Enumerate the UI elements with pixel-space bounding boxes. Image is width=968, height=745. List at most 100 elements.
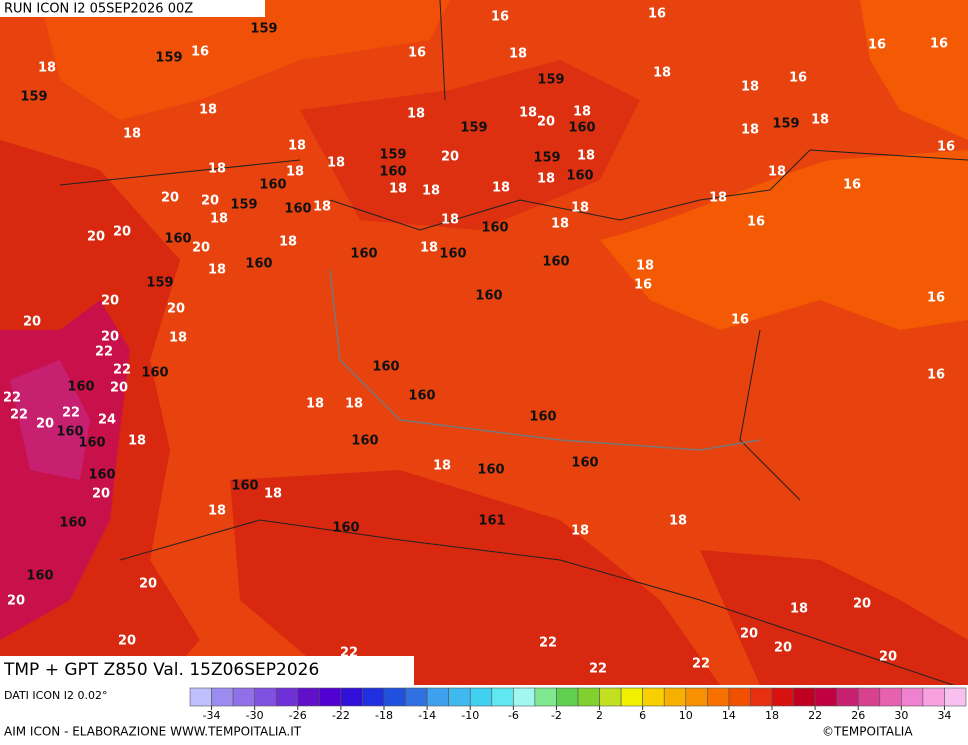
map-label: 160 [26,569,53,584]
map-label: 159 [155,51,182,66]
colorbar-tick-label: 10 [679,709,693,722]
map-label: 160 [571,456,598,471]
map-label: 22 [10,408,28,423]
hot-area [700,550,968,685]
map-label: 160 [259,178,286,193]
map-label: 18 [571,524,589,539]
colorbar-tick-label: -14 [418,709,436,722]
map-label: 16 [937,140,955,155]
header-box [0,0,265,17]
map-label: 20 [879,650,897,665]
map-label: 20 [774,641,792,656]
map-label: 159 [250,22,277,37]
map-label: 161 [478,514,505,529]
map-label: 16 [927,291,945,306]
colorbar-cell [340,687,363,707]
colorbar-cell [426,687,449,707]
map-label: 160 [78,436,105,451]
run-label: RUN ICON I2 05SEP2026 00Z [4,2,193,17]
map-label: 18 [422,184,440,199]
map-label: 160 [88,468,115,483]
colorbar-tick-label: -30 [246,709,264,722]
map-label: 18 [492,181,510,196]
map-label: 18 [345,397,363,412]
map-label: 16 [191,45,209,60]
map-label: 18 [433,459,451,474]
map-label: 20 [161,191,179,206]
map-label: 20 [192,241,210,256]
colorbar-cell [448,687,471,707]
colorbar-cell [944,687,967,707]
colorbar-cell [211,687,234,707]
very-hot-area [10,360,90,480]
map-label: 18 [420,241,438,256]
map-label: 160 [141,366,168,381]
map-label: 20 [113,225,131,240]
map-label: 16 [634,278,652,293]
map-label: 160 [56,425,83,440]
map-label: 159 [20,90,47,105]
colorbar-cell [901,687,924,707]
colorbar-cell [534,687,557,707]
colorbar-tick-label: 22 [808,709,822,722]
map-label: 160 [379,165,406,180]
colorbar-cell [857,687,881,707]
map-label: 22 [589,662,607,677]
colorbar-cell [469,687,493,707]
map-label: 18 [519,106,537,121]
colorbar: -34 -30 -26 -22 -18 -14 -10 -6 -2 2 6 10 14 18 22 26 30 3… [189,687,967,722]
map-label: 20 [139,577,157,592]
map-label: 18 [741,80,759,95]
map-label: 20 [537,115,555,130]
map-label: 20 [201,194,219,209]
map-label: 160 [351,434,378,449]
colorbar-cell [275,687,299,707]
map-label: 159 [146,276,173,291]
map-label: 160 [439,247,466,262]
map-label: 22 [62,406,80,421]
map-label: 160 [164,232,191,247]
map-label: 159 [379,148,406,163]
colorbar-cell [189,687,212,707]
map-label: 160 [231,479,258,494]
colorbar-cell [728,687,751,707]
map-label: 16 [927,368,945,383]
colorbar-tick-label: 18 [765,709,779,722]
colorbar-cell [556,687,579,707]
map-label: 20 [101,294,119,309]
map-label: 18 [537,172,555,187]
map-label: 160 [332,521,359,536]
map-label: 18 [407,107,425,122]
map-label: 18 [199,103,217,118]
colorbar-cell [685,687,708,707]
map-label: 18 [38,61,56,76]
map-label: 160 [529,410,556,425]
colorbar-cell [254,687,277,707]
colorbar-tick-label: 2 [596,709,603,722]
map-label: 20 [110,381,128,396]
colorbar-cell [599,687,622,707]
colorbar-tick-label: -10 [461,709,479,722]
map-label: 18 [669,514,687,529]
map-label: 22 [113,363,131,378]
colorbar-cell [836,687,859,707]
map-label: 160 [372,360,399,375]
map-label: 16 [408,46,426,61]
map-label: 22 [692,657,710,672]
colorbar-cell [232,687,255,707]
colorbar-tick-label: -34 [203,709,221,722]
colorbar-cell [491,687,514,707]
colorbar-cell [750,687,773,707]
colorbar-tick-label: 6 [639,709,646,722]
colorbar-cell [362,687,385,707]
map-label: 20 [740,627,758,642]
map-label: 20 [441,150,459,165]
map-label: 18 [768,165,786,180]
map-label: 18 [264,487,282,502]
river-line [329,269,761,451]
colorbar-cell [771,687,794,707]
colorbar-cell [405,687,428,707]
colorbar-cell [922,687,945,707]
map-label: 160 [284,202,311,217]
